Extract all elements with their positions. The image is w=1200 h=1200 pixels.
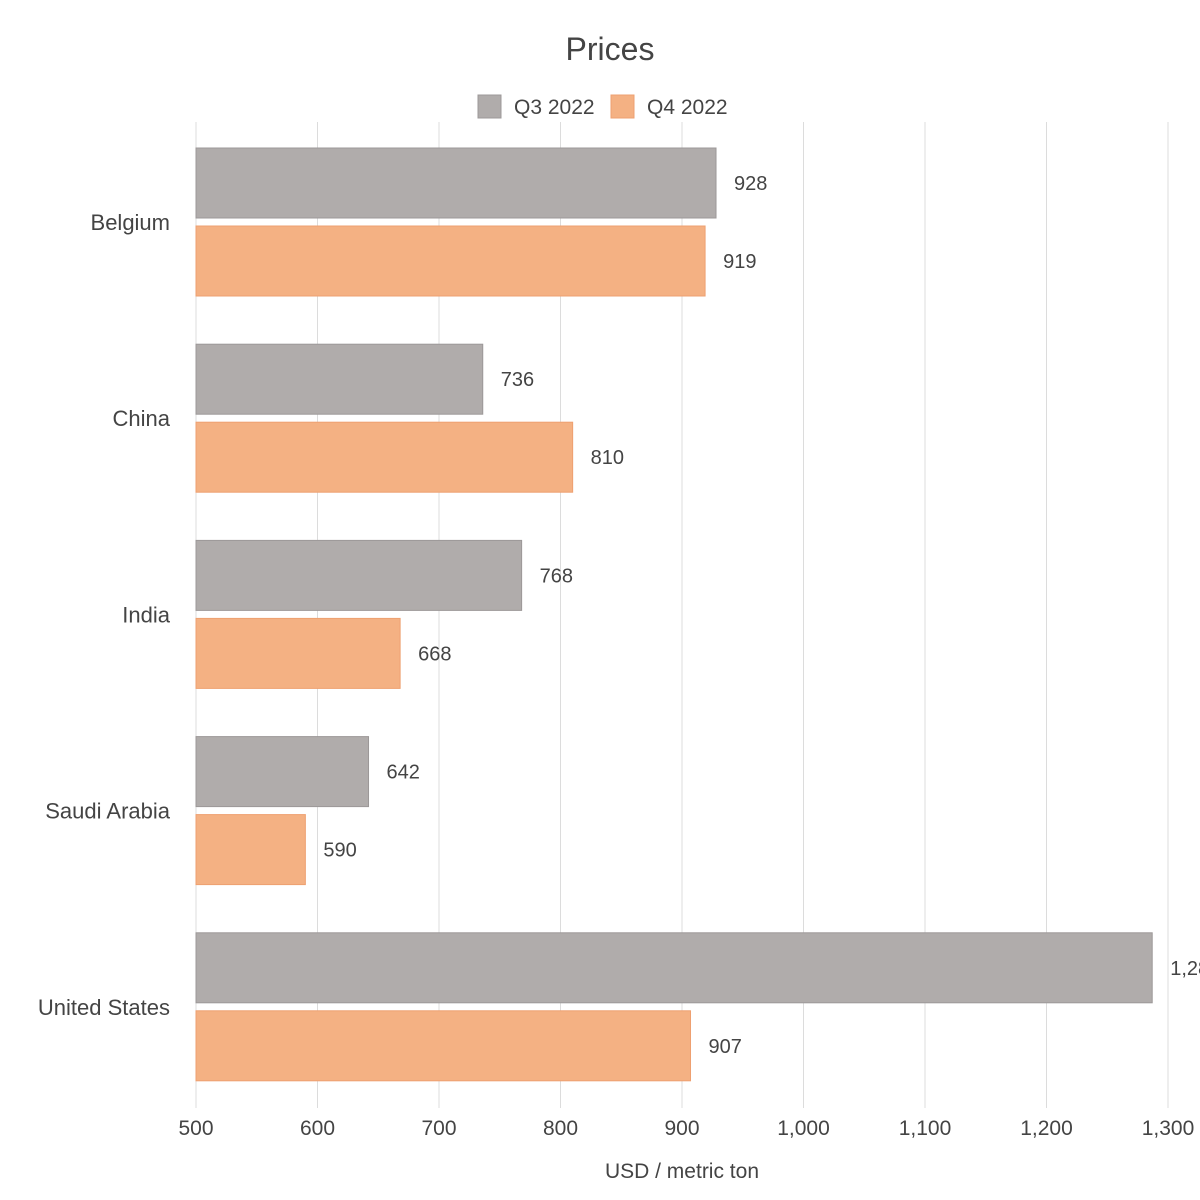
x-tick-label: 1,000 <box>777 1117 830 1140</box>
bar <box>195 343 484 415</box>
category-label: India <box>122 602 170 627</box>
bar <box>195 147 717 219</box>
x-tick-label: 800 <box>543 1117 578 1140</box>
data-label: 810 <box>591 447 624 469</box>
category-label: Belgium <box>91 210 170 235</box>
data-label: 928 <box>734 173 767 195</box>
data-label: 768 <box>540 565 573 587</box>
data-label: 1,287 <box>1170 958 1200 980</box>
data-label: 590 <box>323 840 356 862</box>
bar <box>195 736 370 808</box>
data-label: 642 <box>387 762 420 784</box>
data-label: 736 <box>501 369 534 391</box>
x-tick-label: 1,300 <box>1142 1117 1195 1140</box>
labels: 500 600 700 800 900 1,000 1,100 1,200 1,300 Belgi… <box>38 173 1200 1140</box>
bar <box>195 814 306 886</box>
legend-swatch <box>610 94 635 119</box>
data-label: 668 <box>418 643 451 665</box>
category-label: United States <box>38 995 170 1020</box>
bar <box>195 225 706 297</box>
bar <box>195 539 523 611</box>
category-label: China <box>113 406 171 431</box>
legend-swatch <box>477 94 502 119</box>
bars <box>195 147 1153 1082</box>
x-tick-label: 500 <box>178 1117 213 1140</box>
bar <box>195 617 401 689</box>
x-tick-label: 1,100 <box>899 1117 952 1140</box>
category-label: Saudi Arabia <box>45 799 171 824</box>
bar <box>195 421 574 493</box>
legend: Q3 2022 Q4 2022 <box>477 94 728 119</box>
chart-title: Prices <box>566 31 655 67</box>
bar <box>195 1010 692 1082</box>
x-tick-label: 600 <box>300 1117 335 1140</box>
data-label: 907 <box>709 1036 742 1058</box>
x-axis-title: USD / metric ton <box>605 1160 759 1183</box>
bar <box>195 932 1153 1004</box>
legend-label: Q3 2022 <box>514 96 595 119</box>
x-tick-label: 1,200 <box>1020 1117 1073 1140</box>
x-tick-label: 700 <box>421 1117 456 1140</box>
x-tick-label: 900 <box>664 1117 699 1140</box>
data-label: 919 <box>723 251 756 273</box>
legend-label: Q4 2022 <box>647 96 728 119</box>
